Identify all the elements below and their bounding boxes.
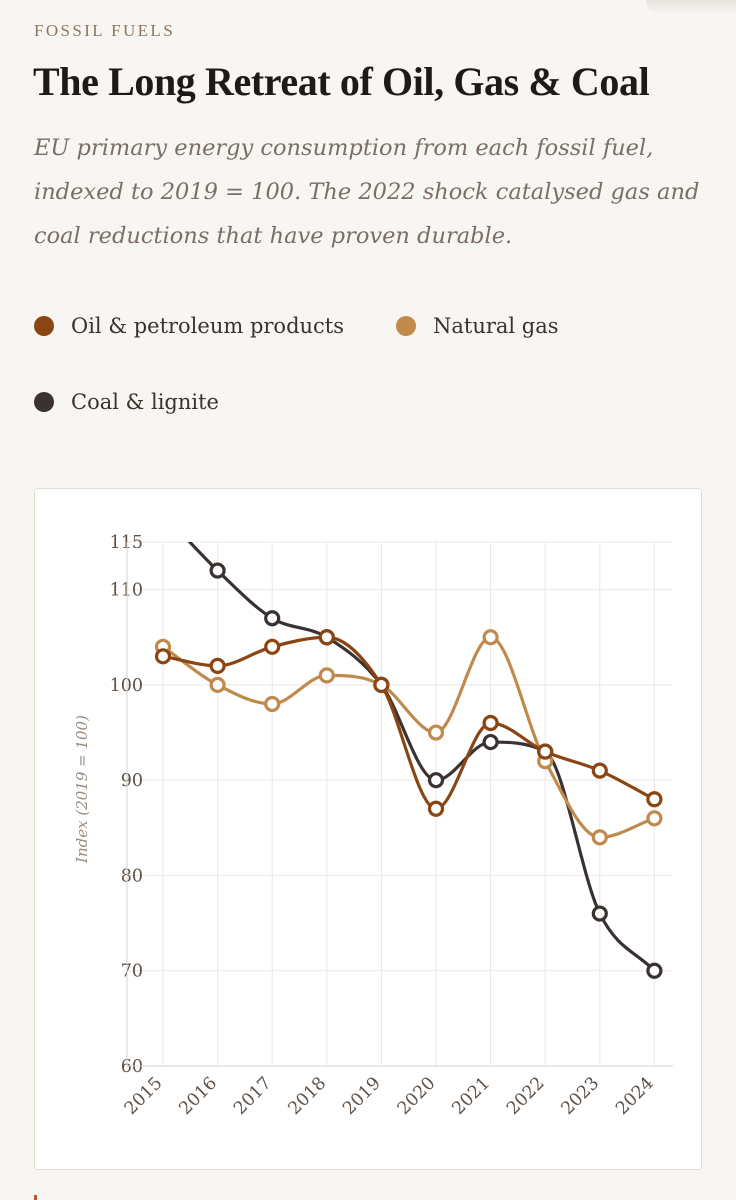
data-point-natural-gas[interactable] — [646, 810, 663, 827]
x-tick-label: 2021 — [448, 1073, 494, 1119]
x-tick-label: 2019 — [339, 1073, 385, 1119]
chart-title: The Long Retreat of Oil, Gas & Coal — [33, 59, 650, 104]
data-point-oil-petroleum-products[interactable] — [209, 657, 226, 674]
x-tick-label: 2020 — [394, 1073, 440, 1119]
y-tick-label: 110 — [110, 581, 143, 601]
data-point-oil-petroleum-products[interactable] — [427, 800, 445, 817]
data-point-oil-petroleum-products[interactable] — [537, 743, 554, 760]
legend-swatch-oil — [34, 316, 54, 336]
x-tick-label: 2015 — [121, 1073, 167, 1119]
eyebrow-label: FOSSIL FUELS — [34, 21, 176, 40]
data-point-natural-gas[interactable] — [209, 676, 226, 694]
series-line-oil-petroleum-products — [161, 635, 656, 811]
data-point-oil-petroleum-products[interactable] — [646, 791, 663, 808]
data-point-natural-gas[interactable] — [427, 724, 445, 741]
x-tick-label: 2023 — [558, 1073, 604, 1119]
chart-subtitle: EU primary energy consumption from each … — [34, 135, 700, 249]
top-shadow — [646, 0, 736, 14]
data-point-oil-petroleum-products[interactable] — [318, 629, 335, 646]
y-tick-label: 80 — [121, 866, 143, 886]
data-point-oil-petroleum-products[interactable] — [482, 714, 499, 732]
y-tick-label: 115 — [110, 533, 143, 553]
legend-swatch-gas — [396, 316, 416, 336]
data-point-coal-lignite[interactable] — [209, 562, 226, 579]
data-point-natural-gas[interactable] — [591, 829, 608, 846]
series-line-natural-gas — [161, 635, 656, 839]
x-tick-label: 2018 — [285, 1073, 331, 1119]
data-point-oil-petroleum-products[interactable] — [154, 648, 172, 665]
x-tick-label: 2022 — [503, 1073, 549, 1119]
y-tick-label: 100 — [110, 676, 143, 696]
legend-label-oil: Oil & petroleum products — [71, 314, 345, 338]
y-tick-label: 70 — [121, 962, 143, 982]
x-tick-label: 2016 — [175, 1073, 221, 1119]
data-point-coal-lignite[interactable] — [264, 610, 281, 627]
y-tick-label: 60 — [121, 1057, 143, 1077]
data-point-coal-lignite[interactable] — [482, 733, 499, 751]
data-point-oil-petroleum-products[interactable] — [591, 762, 608, 779]
y-tick-label: 90 — [121, 771, 143, 791]
data-point-coal-lignite[interactable] — [591, 905, 608, 922]
data-point-coal-lignite[interactable] — [427, 772, 445, 789]
legend-label-coal: Coal & lignite — [71, 390, 219, 414]
legend-item-coal[interactable]: Coal & lignite — [34, 390, 219, 414]
bottom-accent — [34, 1195, 37, 1200]
data-point-coal-lignite[interactable] — [646, 962, 663, 979]
data-point-oil-petroleum-products[interactable] — [373, 676, 390, 694]
x-tick-label: 2024 — [612, 1073, 658, 1119]
data-point-natural-gas[interactable] — [482, 629, 499, 646]
y-axis-label: Index (2019 = 100) — [73, 715, 91, 864]
x-tick-label: 2017 — [230, 1073, 276, 1119]
data-point-oil-petroleum-products[interactable] — [264, 638, 281, 655]
legend-item-oil[interactable]: Oil & petroleum products — [34, 314, 344, 338]
data-point-natural-gas[interactable] — [264, 695, 281, 713]
data-point-natural-gas[interactable] — [318, 667, 335, 684]
chart-card: 60 70 80 90 100 110 115 2015 2016 2017 2018 2019 202… — [34, 488, 702, 1170]
legend-swatch-coal — [34, 392, 54, 412]
legend-item-gas[interactable]: Natural gas — [396, 314, 559, 338]
series-line-coal-lignite — [187, 542, 656, 973]
legend-label-gas: Natural gas — [433, 314, 559, 338]
